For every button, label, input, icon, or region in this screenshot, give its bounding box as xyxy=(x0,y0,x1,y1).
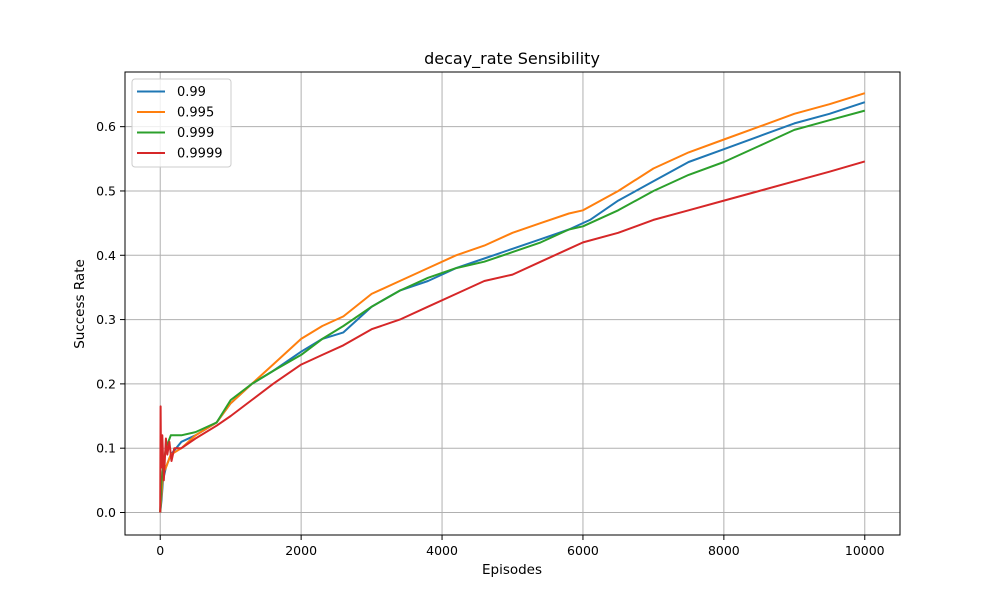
legend-label: 0.99 xyxy=(177,85,206,100)
legend-label: 0.995 xyxy=(177,106,214,121)
y-tick-label: 0.4 xyxy=(96,248,116,263)
y-tick-label: 0.5 xyxy=(96,183,116,198)
y-tick-label: 0.0 xyxy=(96,505,116,520)
y-tick-label: 0.2 xyxy=(96,376,116,391)
x-axis-label: Episodes xyxy=(482,562,542,578)
grid-lines xyxy=(125,72,900,535)
series-layer xyxy=(159,92,866,513)
legend: 0.99 0.995 0.999 0.9999 xyxy=(131,78,232,168)
y-tick-label: 0.6 xyxy=(96,119,116,134)
y-tick-label: 0.3 xyxy=(96,312,116,327)
plot-frame xyxy=(124,71,901,536)
y-tick-label: 0.1 xyxy=(96,441,116,456)
series-line-2 xyxy=(159,109,866,513)
legend-label: 0.9999 xyxy=(177,147,223,162)
x-tick-label: 0 xyxy=(156,543,164,558)
y-axis-ticks: 0.0 0.1 0.2 0.3 0.4 0.5 0.6 xyxy=(96,119,125,520)
x-tick-label: 2000 xyxy=(285,543,317,558)
x-axis-ticks: 0 2000 4000 6000 8000 10000 xyxy=(156,535,885,558)
y-axis-label: Success Rate xyxy=(72,259,88,349)
x-tick-label: 6000 xyxy=(567,543,599,558)
legend-box xyxy=(131,78,232,168)
x-tick-label: 8000 xyxy=(708,543,740,558)
x-tick-label: 10000 xyxy=(845,543,885,558)
x-tick-label: 4000 xyxy=(426,543,458,558)
legend-label: 0.999 xyxy=(177,126,214,141)
chart-title: decay_rate Sensibility xyxy=(424,49,600,69)
series-line-3 xyxy=(159,160,866,513)
